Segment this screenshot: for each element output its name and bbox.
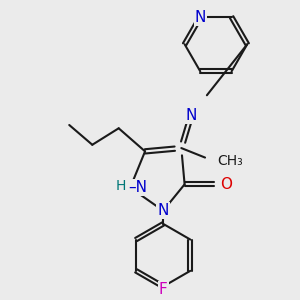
Text: –N: –N (129, 180, 148, 195)
Text: H: H (116, 179, 126, 193)
Text: N: N (195, 10, 206, 25)
Text: O: O (220, 177, 232, 192)
Text: CH₃: CH₃ (218, 154, 243, 168)
Text: N: N (158, 203, 169, 218)
Text: F: F (159, 282, 168, 297)
Text: N: N (185, 108, 197, 123)
